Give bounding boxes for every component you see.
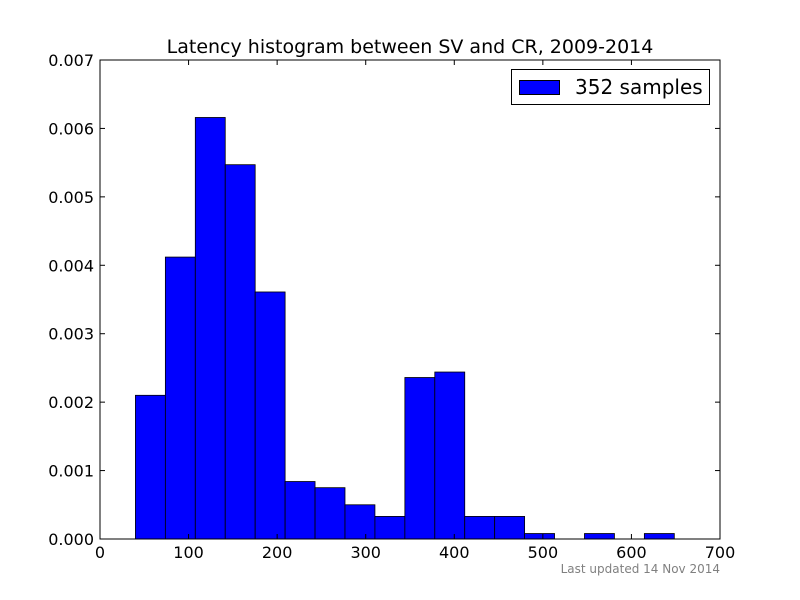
x-tick-label: 300 <box>350 543 381 562</box>
histogram-bar-6 <box>314 487 346 540</box>
histogram-bar-12 <box>494 516 526 540</box>
bars-group <box>135 117 675 540</box>
ticks-group: 0 100 200 300 400 500 600 700 0.000 0.001 0.002 0.0… <box>48 51 735 562</box>
y-tick-label: 0.003 <box>48 325 94 344</box>
histogram-bar-4 <box>254 291 286 540</box>
legend-swatch <box>519 80 560 95</box>
x-tick-label: 0 <box>95 543 105 562</box>
histogram-bar-8 <box>374 516 406 540</box>
x-tick-label: 200 <box>262 543 293 562</box>
histogram-bar-2 <box>194 117 226 540</box>
histogram-bar-10 <box>434 371 466 540</box>
chart-title: Latency histogram between SV and CR, 200… <box>167 36 654 58</box>
histogram-bar-0 <box>135 394 166 540</box>
plot-frame <box>99 59 721 540</box>
y-tick-label: 0.006 <box>48 119 94 138</box>
x-tick-label: 500 <box>528 543 559 562</box>
histogram-bar-11 <box>464 516 496 540</box>
histogram-bar-17 <box>643 533 675 540</box>
y-tick-label: 0.001 <box>48 462 94 481</box>
x-tick-label: 400 <box>439 543 470 562</box>
x-tick-label: 100 <box>173 543 204 562</box>
histogram-bar-9 <box>404 377 436 540</box>
x-tick-label: 700 <box>705 543 736 562</box>
x-tick-label: 600 <box>616 543 647 562</box>
y-tick-label: 0.005 <box>48 188 94 207</box>
y-tick-label: 0.007 <box>48 51 94 70</box>
legend-label: 352 samples <box>575 75 703 99</box>
y-tick-label: 0.000 <box>48 530 94 549</box>
histogram-bar-13 <box>524 533 555 540</box>
histogram-bar-1 <box>164 256 196 540</box>
y-tick-label: 0.004 <box>48 256 94 275</box>
y-tick-label: 0.002 <box>48 393 94 412</box>
histogram-bar-5 <box>284 481 316 540</box>
histogram-bar-7 <box>344 504 376 540</box>
last-updated-note: Last updated 14 Nov 2014 <box>560 562 720 576</box>
histogram-bar-3 <box>224 164 256 540</box>
legend: 352 samples <box>511 69 710 105</box>
histogram-bar-15 <box>584 533 615 540</box>
